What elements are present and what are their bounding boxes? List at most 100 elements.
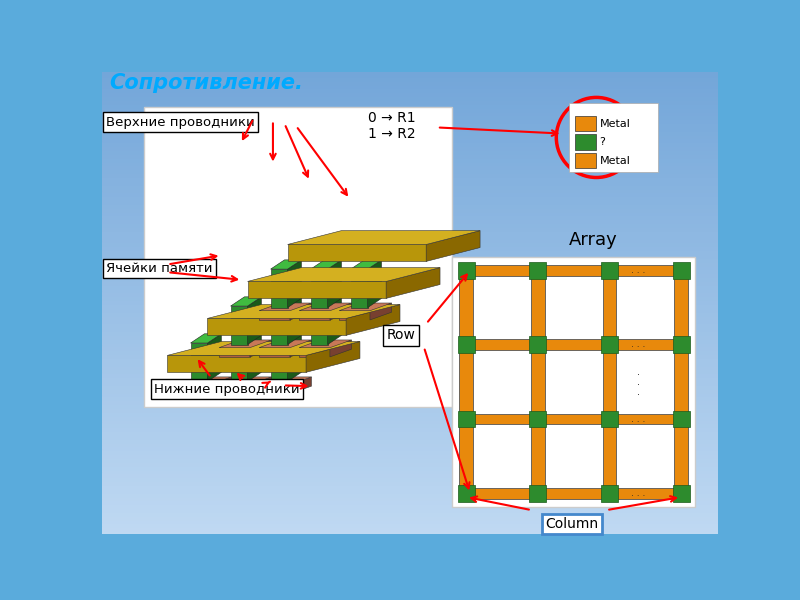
Bar [102, 483, 718, 488]
Bar [102, 314, 718, 319]
Bar [102, 395, 718, 399]
Bar [530, 485, 546, 502]
Bar [602, 271, 616, 493]
Text: Column: Column [545, 517, 598, 531]
Bar [574, 153, 596, 168]
Polygon shape [299, 347, 330, 357]
Bar [601, 262, 618, 279]
Polygon shape [219, 385, 250, 394]
FancyBboxPatch shape [452, 257, 695, 507]
Polygon shape [219, 340, 271, 347]
Bar [102, 268, 718, 272]
Bar [102, 283, 718, 287]
Bar [102, 418, 718, 422]
Bar [102, 322, 718, 326]
Bar [102, 460, 718, 464]
Bar [459, 271, 473, 493]
Polygon shape [259, 347, 290, 357]
Bar [102, 387, 718, 392]
Polygon shape [247, 268, 440, 281]
Bar [102, 106, 718, 110]
Bar [102, 237, 718, 241]
Bar [102, 371, 718, 376]
Bar [102, 248, 718, 253]
Bar [102, 98, 718, 103]
Bar [102, 325, 718, 330]
Bar [102, 364, 718, 368]
Bar [102, 464, 718, 469]
Polygon shape [339, 311, 370, 320]
Bar [102, 433, 718, 438]
Polygon shape [250, 377, 271, 394]
Bar [102, 422, 718, 426]
Bar [102, 425, 718, 430]
Polygon shape [310, 306, 328, 344]
Bar [102, 86, 718, 91]
Bar [102, 94, 718, 99]
Bar [102, 206, 718, 211]
Bar [102, 521, 718, 526]
Polygon shape [230, 334, 262, 343]
Text: Row: Row [386, 328, 415, 343]
Bar [673, 337, 690, 353]
Bar [102, 526, 718, 530]
Bar [574, 116, 596, 131]
Polygon shape [247, 334, 262, 382]
Bar [458, 262, 474, 279]
Bar [673, 262, 690, 279]
Bar [102, 198, 718, 203]
Bar [102, 360, 718, 365]
Bar [102, 352, 718, 357]
Bar [102, 79, 718, 83]
Polygon shape [270, 269, 287, 308]
Polygon shape [270, 297, 302, 306]
Text: . . .: . . . [631, 488, 646, 497]
Bar [102, 125, 718, 130]
Bar [102, 156, 718, 161]
Polygon shape [259, 303, 311, 311]
Polygon shape [207, 334, 222, 382]
Bar [102, 356, 718, 361]
Polygon shape [339, 303, 391, 311]
Polygon shape [259, 311, 290, 320]
Bar [102, 441, 718, 445]
Bar [102, 244, 718, 249]
Bar [102, 468, 718, 472]
Polygon shape [290, 303, 311, 320]
Bar [102, 502, 718, 507]
Bar [601, 337, 618, 353]
Bar [102, 379, 718, 384]
Bar [466, 265, 681, 276]
Bar [102, 218, 718, 222]
Text: Сопротивление.: Сопротивление. [110, 73, 303, 93]
Bar [102, 113, 718, 118]
Bar [102, 514, 718, 518]
Bar [102, 233, 718, 238]
Bar [102, 91, 718, 95]
Bar [102, 491, 718, 496]
Polygon shape [259, 340, 311, 347]
Bar [102, 429, 718, 434]
Bar [102, 403, 718, 407]
Bar [102, 148, 718, 153]
Polygon shape [290, 340, 311, 357]
Polygon shape [287, 230, 480, 244]
Bar [102, 298, 718, 303]
Bar [102, 302, 718, 307]
Polygon shape [328, 260, 342, 308]
Polygon shape [368, 260, 382, 308]
Polygon shape [386, 268, 440, 298]
Polygon shape [219, 377, 271, 385]
Bar [102, 145, 718, 149]
Polygon shape [299, 303, 351, 311]
Polygon shape [330, 340, 351, 357]
Bar [102, 152, 718, 157]
Bar [102, 475, 718, 480]
Bar [102, 252, 718, 257]
Bar [673, 410, 690, 427]
Bar [531, 271, 545, 493]
Bar [102, 110, 718, 115]
Bar [102, 310, 718, 314]
Polygon shape [219, 347, 250, 357]
Bar [102, 71, 718, 76]
